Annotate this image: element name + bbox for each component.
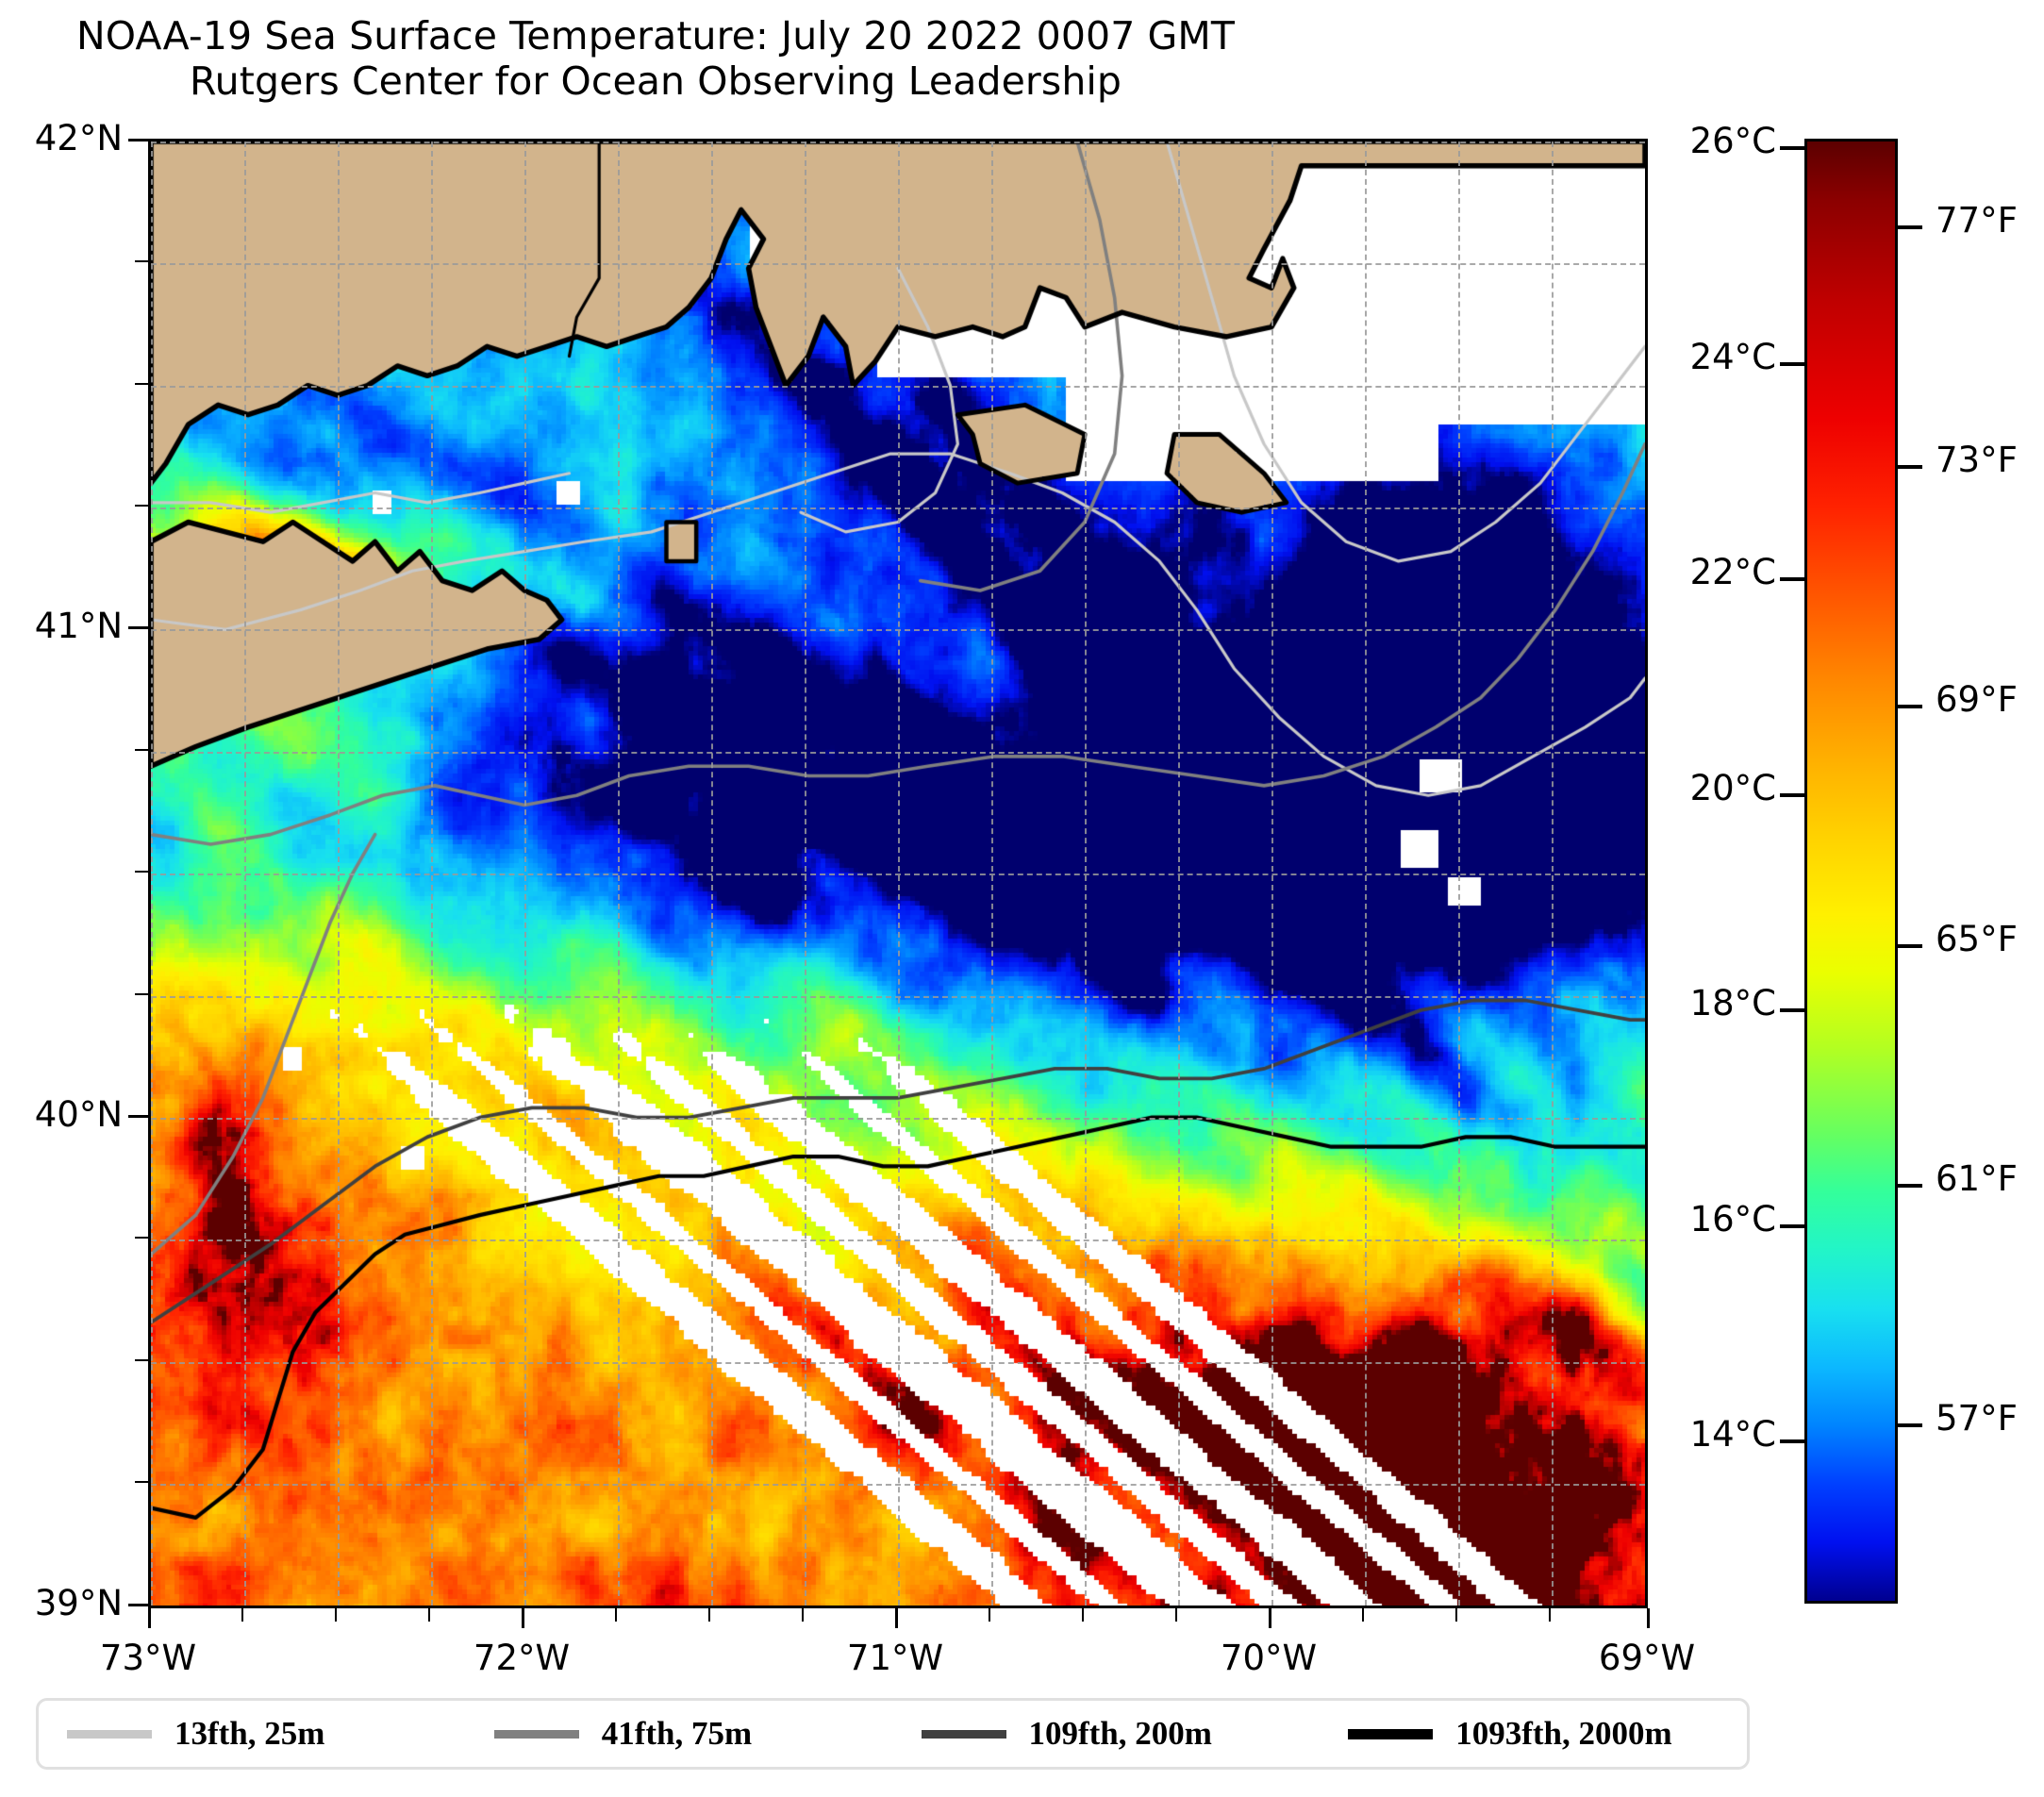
xlabel-70w: 70°W bbox=[1220, 1638, 1318, 1678]
ytick-42 bbox=[128, 139, 148, 141]
sst-map[interactable] bbox=[148, 139, 1648, 1608]
page-title: NOAA-19 Sea Surface Temperature: July 20… bbox=[0, 13, 1311, 105]
xtick-72 bbox=[522, 1608, 524, 1628]
legend-label-200m: 109fth, 200m bbox=[1028, 1715, 1212, 1752]
xtick-69 bbox=[1647, 1608, 1650, 1628]
colorbar-gradient bbox=[1804, 139, 1898, 1604]
xtick-71 bbox=[895, 1608, 898, 1628]
cbtick-18c bbox=[1780, 1008, 1804, 1012]
legend-label-75m: 41fth, 75m bbox=[601, 1715, 753, 1752]
ytick-41.5 bbox=[135, 383, 148, 385]
cbtick-20c bbox=[1780, 793, 1804, 797]
cbtick-61f bbox=[1898, 1184, 1922, 1188]
ytick-40.25 bbox=[135, 993, 148, 995]
depth-line-2000m-icon bbox=[1348, 1728, 1434, 1739]
legend-item-25m[interactable]: 13fth, 25m bbox=[39, 1715, 466, 1753]
ylabel-42n: 42°N bbox=[34, 118, 123, 158]
sst-raster bbox=[151, 141, 1645, 1606]
ylabel-39n: 39°N bbox=[34, 1583, 123, 1623]
cblabel-77f: 77°F bbox=[1936, 200, 2018, 241]
xtick-69.25 bbox=[1549, 1608, 1551, 1622]
ytick-41.25 bbox=[135, 505, 148, 507]
cblabel-61f: 61°F bbox=[1936, 1158, 2018, 1199]
legend-item-200m[interactable]: 109fth, 200m bbox=[893, 1715, 1321, 1753]
ylabel-40n: 40°N bbox=[34, 1094, 123, 1135]
xtick-69.75 bbox=[1362, 1608, 1364, 1622]
cbtick-16c bbox=[1780, 1224, 1804, 1228]
xtick-71.75 bbox=[615, 1608, 617, 1622]
cbtick-57f bbox=[1898, 1423, 1922, 1427]
ytick-39.5 bbox=[135, 1359, 148, 1361]
cbtick-22c bbox=[1780, 577, 1804, 581]
ytick-39.25 bbox=[135, 1481, 148, 1483]
ytick-40.5 bbox=[135, 871, 148, 873]
ytick-41 bbox=[128, 626, 148, 629]
cbtick-26c bbox=[1780, 146, 1804, 150]
xtick-72.5 bbox=[335, 1608, 337, 1622]
cblabel-26c: 26°C bbox=[1689, 121, 1776, 161]
depth-line-75m-icon bbox=[493, 1729, 579, 1739]
legend-item-75m[interactable]: 41fth, 75m bbox=[466, 1715, 893, 1753]
xtick-71.25 bbox=[802, 1608, 804, 1622]
cblabel-73f: 73°F bbox=[1936, 440, 2018, 480]
xlabel-73w: 73°W bbox=[99, 1638, 197, 1678]
depth-line-25m-icon bbox=[67, 1729, 152, 1739]
cblabel-57f: 57°F bbox=[1936, 1398, 2018, 1439]
temperature-colorbar[interactable] bbox=[1780, 139, 1922, 1604]
xlabel-69w: 69°W bbox=[1598, 1638, 1696, 1678]
ytick-39 bbox=[128, 1604, 148, 1606]
ytick-40.75 bbox=[135, 749, 148, 751]
ytick-41.75 bbox=[135, 260, 148, 262]
xtick-72.25 bbox=[428, 1608, 430, 1622]
ytick-40 bbox=[128, 1115, 148, 1118]
cbtick-65f bbox=[1898, 944, 1922, 948]
cbtick-73f bbox=[1898, 465, 1922, 469]
ylabel-41n: 41°N bbox=[34, 606, 123, 646]
cblabel-22c: 22°C bbox=[1689, 552, 1776, 592]
legend-label-25m: 13fth, 25m bbox=[174, 1715, 325, 1752]
xtick-71.5 bbox=[708, 1608, 710, 1622]
cblabel-24c: 24°C bbox=[1689, 337, 1776, 377]
legend-item-2000m[interactable]: 1093fth, 2000m bbox=[1320, 1715, 1747, 1753]
bathymetry-legend: 13fth, 25m 41fth, 75m 109fth, 200m 1093f… bbox=[36, 1698, 1750, 1770]
xtick-70.75 bbox=[989, 1608, 990, 1622]
xtick-72.75 bbox=[241, 1608, 243, 1622]
cblabel-14c: 14°C bbox=[1689, 1414, 1776, 1455]
xtick-70.5 bbox=[1082, 1608, 1084, 1622]
legend-label-2000m: 1093fth, 2000m bbox=[1455, 1715, 1672, 1752]
cbtick-77f bbox=[1898, 225, 1922, 229]
cbtick-14c bbox=[1780, 1439, 1804, 1443]
depth-line-200m-icon bbox=[921, 1729, 1006, 1739]
xlabel-72w: 72°W bbox=[473, 1638, 571, 1678]
title-line-2: Rutgers Center for Ocean Observing Leade… bbox=[189, 58, 1122, 105]
xtick-69.5 bbox=[1455, 1608, 1457, 1622]
cblabel-18c: 18°C bbox=[1689, 983, 1776, 1023]
cblabel-20c: 20°C bbox=[1689, 768, 1776, 808]
cblabel-16c: 16°C bbox=[1689, 1199, 1776, 1240]
cblabel-65f: 65°F bbox=[1936, 919, 2018, 959]
cbtick-69f bbox=[1898, 705, 1922, 708]
xtick-70.25 bbox=[1175, 1608, 1177, 1622]
xtick-73 bbox=[148, 1608, 151, 1628]
title-line-1: NOAA-19 Sea Surface Temperature: July 20… bbox=[75, 13, 1236, 58]
cbtick-24c bbox=[1780, 362, 1804, 366]
cblabel-69f: 69°F bbox=[1936, 679, 2018, 720]
xlabel-71w: 71°W bbox=[846, 1638, 944, 1678]
ytick-39.75 bbox=[135, 1237, 148, 1239]
xtick-70 bbox=[1269, 1608, 1271, 1628]
